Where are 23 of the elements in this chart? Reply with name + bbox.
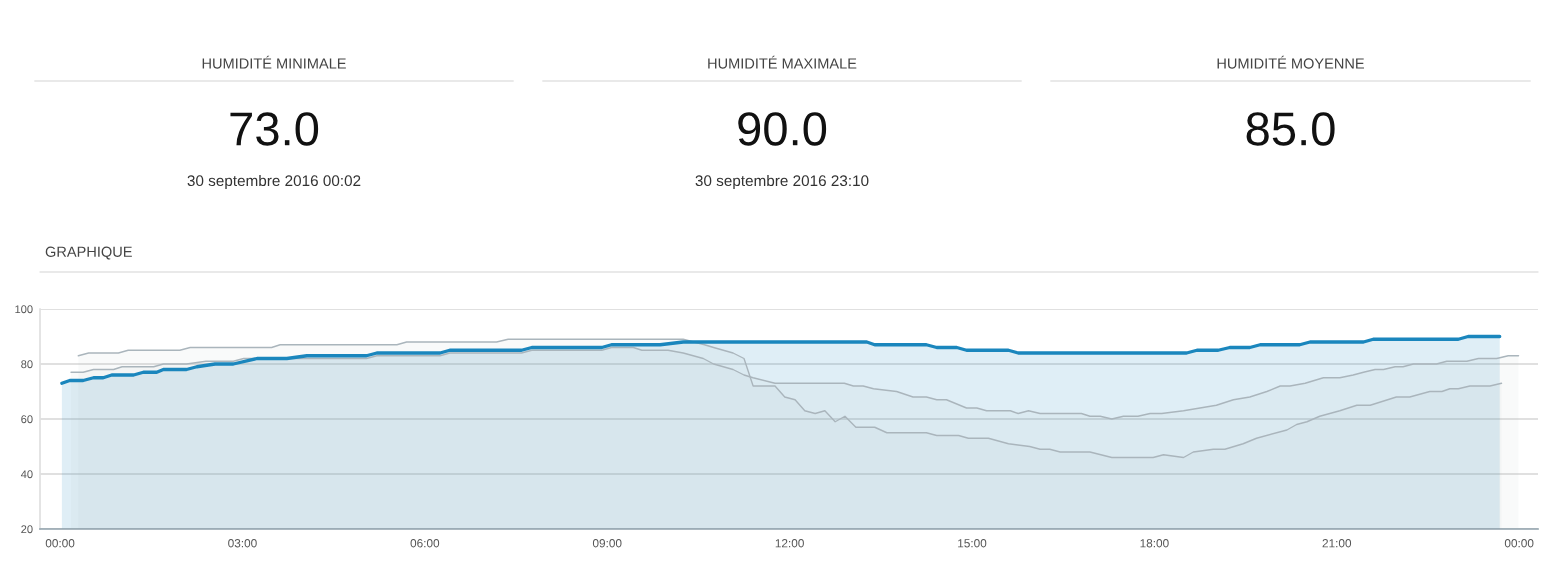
text: 73.0 <box>230 112 319 146</box>
y-tick-label: 40 <box>20 470 33 479</box>
x-tick-label: 21:00 <box>1322 539 1352 548</box>
y-tick-label: 100 <box>15 305 33 314</box>
y-tick-label: 80 <box>21 360 33 369</box>
x-tick-label: 12:00 <box>775 539 804 548</box>
x-tick-label: 00:00 <box>45 539 75 548</box>
x-tick-label: 00:00 <box>1504 539 1534 548</box>
x-tick-label: 09:00 <box>592 539 622 548</box>
x-tick-label: 15:00 <box>958 539 987 548</box>
text: HUMIDITÉ MINIMALE <box>202 55 346 69</box>
text: HUMIDITÉ MOYENNE <box>1217 55 1365 69</box>
y-tick-label: 20 <box>21 525 33 534</box>
text: 30 septembre 2016 00:02 <box>187 174 361 190</box>
chart-title: GRAPHIQUE <box>45 246 132 260</box>
x-tick-label: 03:00 <box>228 539 257 548</box>
x-tick-label: 06:00 <box>410 539 440 548</box>
text: 85.0 <box>1246 112 1335 146</box>
text: 30 septembre 2016 23:10 <box>695 174 869 190</box>
text: 90.0 <box>738 112 827 146</box>
text: HUMIDITÉ MAXIMALE <box>708 55 857 69</box>
x-tick-label: 18:00 <box>1140 539 1169 548</box>
y-tick-label: 60 <box>21 415 33 424</box>
